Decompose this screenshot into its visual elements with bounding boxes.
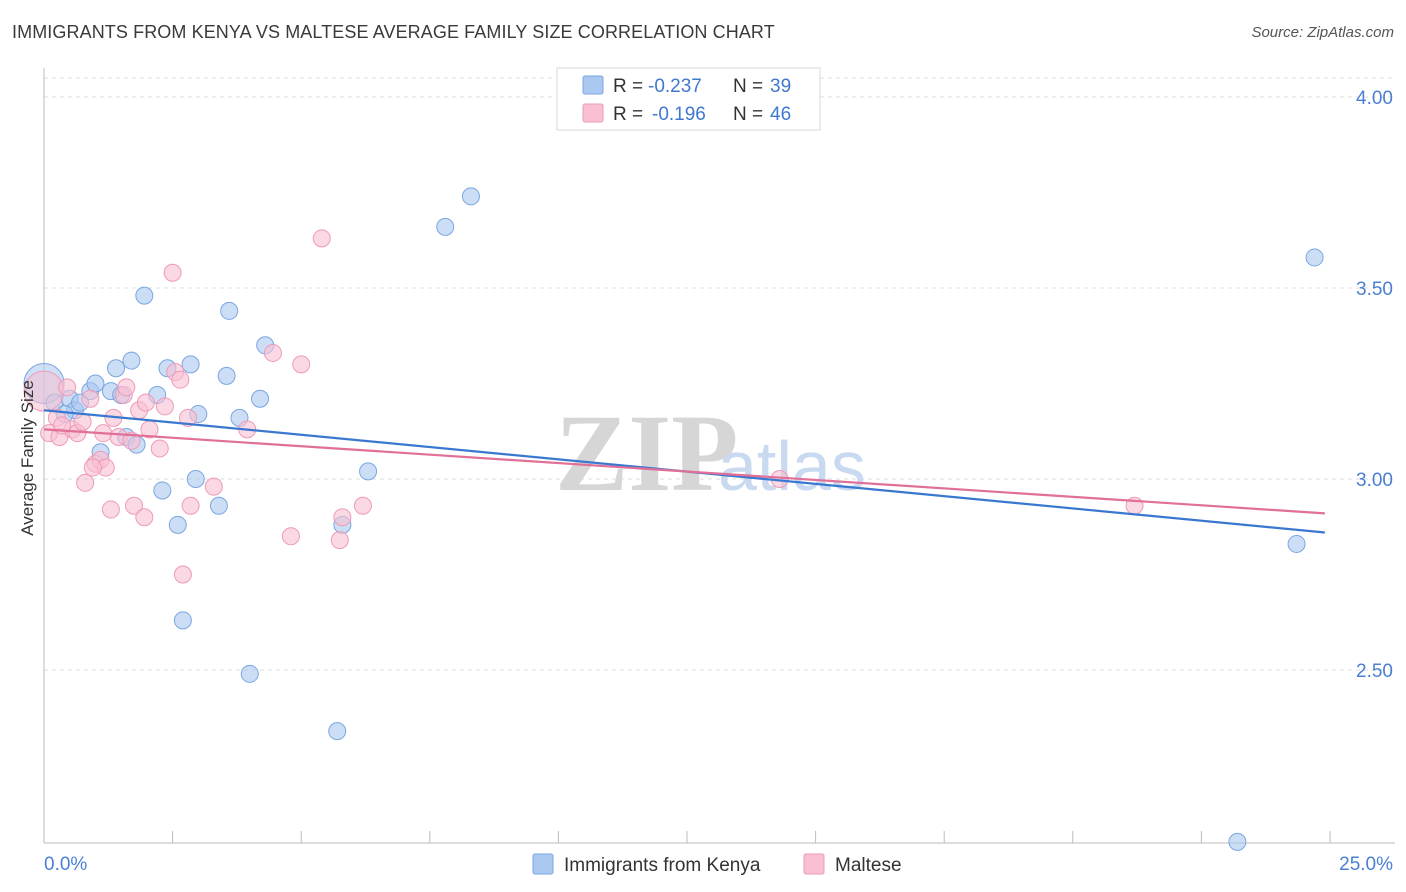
maltese-series-label: Maltese <box>835 855 902 876</box>
kenya-point <box>1228 832 1247 851</box>
kenya-series-swatch <box>532 853 554 875</box>
stats-legend: R = -0.237 N = 39 R = -0.196 N = 46 <box>556 67 821 131</box>
maltese-point <box>292 355 311 374</box>
kenya-point <box>217 366 236 385</box>
maltese-point <box>150 439 169 458</box>
axes <box>43 68 1395 844</box>
maltese-point <box>73 412 92 431</box>
maltese-point <box>83 458 102 477</box>
maltese-point <box>171 370 190 389</box>
kenya-series-label: Immigrants from Kenya <box>564 855 761 876</box>
series-legend: Immigrants from Kenya Maltese <box>532 853 902 876</box>
maltese-point <box>136 393 155 412</box>
maltese-point <box>181 496 200 515</box>
maltese-point <box>125 496 144 515</box>
kenya-point <box>153 481 172 500</box>
maltese-point <box>204 477 223 496</box>
maltese-point <box>179 408 198 427</box>
maltese-point <box>333 508 352 527</box>
kenya-r-label: R = <box>613 76 643 97</box>
maltese-point <box>263 343 282 362</box>
kenya-point <box>461 187 480 206</box>
maltese-point <box>163 263 182 282</box>
maltese-point <box>117 378 136 397</box>
kenya-point <box>328 722 347 741</box>
chart-title: IMMIGRANTS FROM KENYA VS MALTESE AVERAGE… <box>12 22 775 42</box>
kenya-point <box>107 359 126 378</box>
kenya-point <box>240 664 259 683</box>
maltese-r-label: R = <box>613 104 643 125</box>
kenya-point <box>209 496 228 515</box>
maltese-point <box>281 527 300 546</box>
maltese-point <box>353 496 372 515</box>
kenya-point <box>1287 534 1306 553</box>
maltese-point <box>81 389 100 408</box>
kenya-n-label: N = <box>733 76 763 97</box>
maltese-series-swatch <box>803 853 825 875</box>
kenya-point <box>220 301 239 320</box>
kenya-legend-swatch <box>582 75 604 95</box>
kenya-point <box>186 470 205 488</box>
kenya-point <box>1305 248 1324 267</box>
maltese-point <box>135 508 154 527</box>
kenya-point <box>122 351 141 370</box>
watermark-atlas: atlas <box>718 427 866 505</box>
y-tick-label: 3.00 <box>1356 470 1393 491</box>
watermark-zip: ZIP <box>555 392 738 514</box>
kenya-point <box>436 217 455 236</box>
y-tick-label: 3.50 <box>1356 279 1393 300</box>
maltese-point <box>58 378 77 397</box>
x-tick-label-min: 0.0% <box>44 854 87 875</box>
kenya-n-value: 39 <box>770 76 791 97</box>
maltese-point <box>76 473 95 492</box>
x-tick-label-max: 25.0% <box>1339 854 1393 875</box>
kenya-point <box>168 515 187 534</box>
maltese-point <box>155 397 174 416</box>
kenya-point <box>173 611 192 630</box>
maltese-point <box>173 565 192 584</box>
maltese-n-value: 46 <box>770 104 791 125</box>
maltese-point <box>101 500 120 519</box>
maltese-point <box>330 531 349 550</box>
kenya-point <box>135 286 154 305</box>
maltese-trend-line <box>43 428 1325 515</box>
kenya-point <box>359 462 378 481</box>
maltese-r-value: -0.196 <box>652 104 706 125</box>
trend-lines <box>43 409 1325 534</box>
maltese-point <box>312 229 331 248</box>
maltese-legend-swatch <box>582 103 604 123</box>
y-tick-label: 4.00 <box>1356 88 1393 109</box>
source-credit: Source: ZipAtlas.com <box>1251 24 1394 41</box>
y-tick-labels: 2.50 3.00 3.50 4.00 <box>1356 88 1393 682</box>
kenya-point <box>86 374 105 393</box>
y-axis-title: Average Family Size <box>18 380 37 536</box>
maltese-point <box>122 431 141 450</box>
kenya-point <box>181 355 200 374</box>
kenya-r-value: -0.237 <box>648 76 702 97</box>
kenya-point <box>251 389 270 408</box>
y-tick-label: 2.50 <box>1356 661 1393 682</box>
data-points <box>23 187 1324 851</box>
gridlines <box>44 77 1395 671</box>
maltese-n-label: N = <box>733 104 763 125</box>
